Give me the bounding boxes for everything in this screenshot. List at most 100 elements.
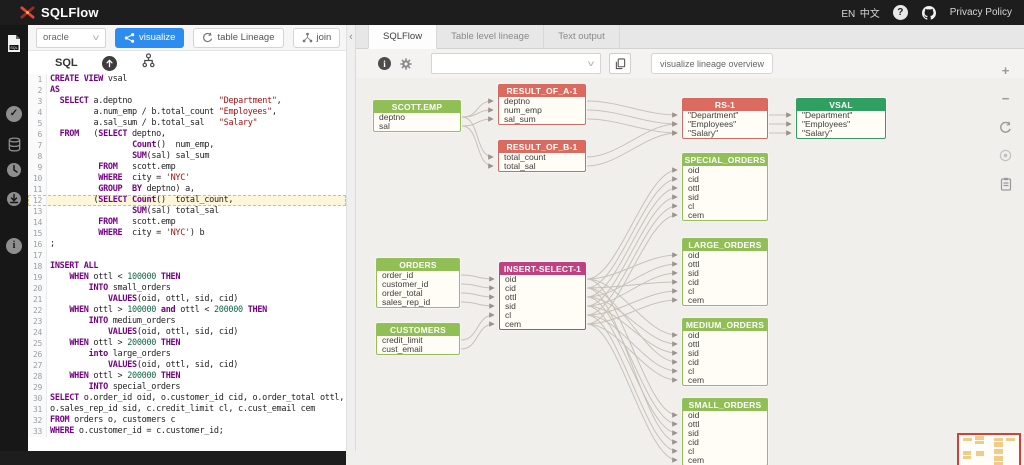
db-type-select[interactable]: oracle ∨ <box>36 27 106 48</box>
code-line[interactable]: 3 SELECT a.deptno "Department", <box>28 96 346 107</box>
code-line[interactable]: 31 o.sales_rep_id sid, c.credit_limit cl,… <box>28 404 346 415</box>
code-line[interactable]: 14 FROM scott.emp <box>28 217 346 228</box>
zoom-in-button[interactable]: + <box>1001 63 1010 78</box>
clipboard-button[interactable] <box>1000 177 1012 191</box>
code-line[interactable]: 10 WHERE city = 'NYC' <box>28 173 346 184</box>
node-field[interactable]: sid <box>688 349 699 358</box>
privacy-policy-link[interactable]: Privacy Policy <box>949 7 1012 18</box>
node-field[interactable]: sid <box>688 429 699 438</box>
graph-node-orders[interactable]: ORDERS order_id customer_id order_total sale… <box>376 258 460 308</box>
node-field[interactable]: cid <box>688 278 699 287</box>
history-clock-icon[interactable] <box>6 161 23 178</box>
node-field[interactable]: cem <box>688 456 705 465</box>
tab-table-level-lineage[interactable]: Table level lineage <box>437 25 545 48</box>
graph-node-small-orders[interactable]: SMALL_ORDERS oid ottl sid cid cl cem <box>682 398 768 465</box>
node-field[interactable]: cl <box>505 311 512 320</box>
graph-node-insert-select-1[interactable]: INSERT-SELECT-1 oid cid ottl sid cl cem <box>499 262 586 330</box>
node-field[interactable]: sid <box>688 193 699 202</box>
node-field[interactable]: total_count <box>504 153 546 162</box>
help-icon[interactable]: ? <box>892 5 908 20</box>
node-field[interactable]: customer_id <box>382 280 429 289</box>
node-header[interactable]: CUSTOMERS <box>377 324 459 336</box>
node-field[interactable]: "Department" <box>688 111 739 120</box>
node-header[interactable]: ORDERS <box>377 259 459 271</box>
node-header[interactable]: INSERT-SELECT-1 <box>500 263 585 275</box>
github-icon[interactable] <box>921 5 937 21</box>
graph-node-medium-orders[interactable]: MEDIUM_ORDERS oid ottl sid cid cl cem <box>682 318 768 386</box>
node-field[interactable]: cl <box>688 367 695 376</box>
table-lineage-button[interactable]: table Lineage <box>193 27 284 48</box>
node-field[interactable]: order_id <box>382 271 414 280</box>
code-line[interactable]: 28 WHEN ottl > 200000 THEN <box>28 371 346 382</box>
node-field[interactable]: credit_limit <box>382 336 423 345</box>
node-field[interactable]: deptno <box>504 97 530 106</box>
code-line[interactable]: 5 a.sal_sum / b.total_sal "Salary" <box>28 118 346 129</box>
flow-diagram-icon[interactable] <box>141 53 156 73</box>
node-field[interactable]: ottl <box>688 260 700 269</box>
node-field[interactable]: num_emp <box>504 106 542 115</box>
refresh-button[interactable] <box>999 121 1012 134</box>
node-field[interactable]: oid <box>688 166 700 175</box>
node-field[interactable]: "Department" <box>802 111 853 120</box>
node-field[interactable]: deptno <box>379 113 405 122</box>
graph-node-scott-emp[interactable]: SCOTT.EMP deptno sal <box>373 100 461 132</box>
code-line[interactable]: 30 SELECT o.order_id oid, o.customer_id c… <box>28 393 346 404</box>
graph-node-customers[interactable]: CUSTOMERS credit_limit cust_email <box>376 323 460 355</box>
node-field[interactable]: sal <box>379 122 390 131</box>
code-line[interactable]: 4 a.num_emp / b.total_count "Employees", <box>28 107 346 118</box>
node-field[interactable]: cl <box>688 447 695 456</box>
node-field[interactable]: cem <box>688 296 705 305</box>
code-line[interactable]: 19 WHEN ottl < 100000 THEN <box>28 272 346 283</box>
node-header[interactable]: SCOTT.EMP <box>374 101 460 113</box>
node-field[interactable]: ottl <box>505 293 517 302</box>
code-line[interactable]: 29 INTO special_orders <box>28 382 346 393</box>
node-field[interactable]: cem <box>505 320 522 329</box>
tab-sqlflow[interactable]: SQLFlow <box>368 25 438 49</box>
code-line[interactable]: 32 FROM orders o, customers c <box>28 415 346 426</box>
node-field[interactable]: "Salary" <box>802 129 833 138</box>
node-field[interactable]: cid <box>688 438 699 447</box>
node-field[interactable]: oid <box>505 275 517 284</box>
graph-node-result-of-b-1[interactable]: RESULT_OF_B-1 total_count total_sal <box>498 140 586 172</box>
code-line[interactable]: 17 <box>28 250 346 261</box>
collapse-editor-button[interactable]: ‹ <box>349 31 353 43</box>
node-header[interactable]: RESULT_OF_B-1 <box>499 141 585 153</box>
tasks-check-icon[interactable]: ✓ <box>6 105 23 122</box>
settings-gear-icon[interactable] <box>399 57 413 71</box>
node-field[interactable]: "Salary" <box>688 129 719 138</box>
info-icon-sidebar[interactable]: i <box>6 237 23 254</box>
node-header[interactable]: RS-1 <box>683 99 767 111</box>
info-icon[interactable]: i <box>378 57 391 70</box>
node-field[interactable]: sal_sum <box>504 115 536 124</box>
node-header[interactable]: MEDIUM_ORDERS <box>683 319 767 331</box>
node-field[interactable]: order_total <box>382 289 423 298</box>
node-field[interactable]: total_sal <box>504 162 536 171</box>
locate-button[interactable] <box>999 149 1012 162</box>
node-field[interactable]: cl <box>688 202 695 211</box>
database-icon[interactable] <box>6 136 23 153</box>
graph-node-vsal[interactable]: VSAL "Department" "Employees" "Salary" <box>796 98 886 139</box>
node-field[interactable]: cl <box>688 287 695 296</box>
code-line[interactable]: 7 Count() num_emp, <box>28 140 346 151</box>
node-field[interactable]: oid <box>688 251 700 260</box>
download-icon[interactable] <box>6 190 23 207</box>
lineage-canvas[interactable]: SCOTT.EMP deptno sal RESULT_OF_A-1 deptno num… <box>356 78 1024 465</box>
copy-button[interactable] <box>609 53 631 74</box>
sql-file-icon[interactable]: SQL <box>6 35 23 52</box>
node-field[interactable]: cid <box>688 175 699 184</box>
node-field[interactable]: sid <box>688 269 699 278</box>
minimap[interactable] <box>957 433 1021 465</box>
zoom-out-button[interactable]: − <box>1001 91 1010 106</box>
sql-code-area[interactable]: 1 CREATE VIEW vsal 2 AS 3 SELECT a.deptno "D… <box>28 74 346 451</box>
node-field[interactable]: "Employees" <box>802 120 851 129</box>
code-line[interactable]: 12 (SELECT Count() total_count, <box>28 195 346 206</box>
code-line[interactable]: 20 INTO small_orders <box>28 283 346 294</box>
node-field[interactable]: cem <box>688 376 705 385</box>
visualize-overview-button[interactable]: visualize lineage overview <box>651 53 774 74</box>
graph-node-result-of-a-1[interactable]: RESULT_OF_A-1 deptno num_emp sal_sum <box>498 84 586 125</box>
upload-icon[interactable] <box>101 55 117 71</box>
language-switch[interactable]: EN 中文 <box>841 4 879 22</box>
node-header[interactable]: SMALL_ORDERS <box>683 399 767 411</box>
node-header[interactable]: VSAL <box>797 99 885 111</box>
node-field[interactable]: sales_rep_id <box>382 298 431 307</box>
